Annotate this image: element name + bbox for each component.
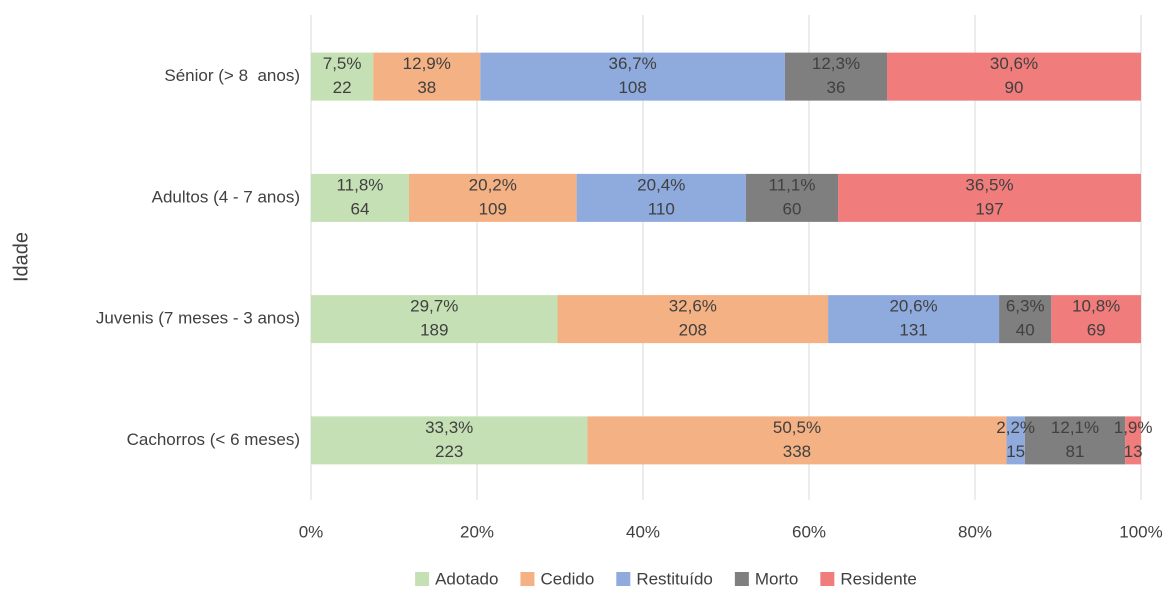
bar-segment [784,52,888,101]
data-label: 12,1% [1051,418,1099,437]
bar-segment [887,52,1141,101]
y-axis-label: Idade [10,232,32,282]
x-tick-label: 20% [460,522,494,541]
legend-swatch [415,572,430,586]
count-label: 108 [618,78,646,97]
count-label: 208 [679,321,707,340]
legend-swatch [616,572,631,586]
legend-label: Morto [755,569,798,588]
data-label: 6,3% [1006,297,1045,316]
legend-label: Cedido [540,569,594,588]
data-label: 20,6% [889,297,937,316]
count-label: 81 [1066,442,1085,461]
legend-label: Adotado [435,569,498,588]
bar-segment [1125,416,1141,465]
count-label: 90 [1005,78,1024,97]
count-label: 64 [351,199,370,218]
count-label: 131 [899,321,927,340]
count-label: 69 [1087,321,1106,340]
bar-segment [408,173,577,222]
bar-segment [828,295,1000,344]
bar-segment [373,52,481,101]
data-label: 32,6% [669,297,717,316]
legend-swatch [734,572,749,586]
data-label: 7,5% [323,54,362,73]
data-label: 33,3% [425,418,473,437]
bar-segment [838,173,1141,222]
y-tick-label: Juvenis (7 meses - 3 anos) [96,309,300,328]
bar-segment [311,295,558,344]
bar-segment [999,295,1052,344]
bar-segment [1051,295,1141,344]
legend-swatch [820,572,835,586]
count-label: 38 [417,78,436,97]
bar-segment [557,295,829,344]
count-label: 22 [333,78,352,97]
bar-segment [745,173,839,222]
y-tick-label: Cachorros (< 6 meses) [127,430,300,449]
count-label: 223 [435,442,463,461]
data-label: 2,2% [996,418,1035,437]
x-tick-label: 80% [958,522,992,541]
bar-segment [1006,416,1025,465]
data-label: 29,7% [410,297,458,316]
data-label: 1,9% [1114,418,1153,437]
count-label: 110 [648,199,675,218]
data-label: 12,9% [403,54,451,73]
x-tick-label: 0% [299,522,324,541]
x-tick-label: 100% [1119,522,1162,541]
count-label: 338 [783,442,811,461]
count-label: 109 [479,199,507,218]
bar-segment [587,416,1007,465]
bar-segment [1024,416,1126,465]
data-label: 36,7% [609,54,657,73]
count-label: 189 [420,321,448,340]
bar-segment [480,52,785,101]
y-tick-label: Adultos (4 - 7 anos) [152,187,300,206]
bar-segment [311,52,374,101]
data-label: 36,5% [965,175,1013,194]
data-label: 20,2% [469,175,517,194]
bar-segment [311,173,409,222]
data-label: 11,8% [336,175,383,194]
legend-label: Restituído [636,569,713,588]
x-tick-label: 60% [792,522,826,541]
count-label: 197 [975,199,1003,218]
data-label: 11,1% [769,175,816,194]
data-label: 30,6% [990,54,1038,73]
y-tick-label: Sénior (> 8 anos) [164,66,300,85]
legend-label: Residente [840,569,917,588]
x-tick-label: 40% [626,522,660,541]
bar-segment [576,173,746,222]
count-label: 40 [1016,321,1035,340]
data-label: 50,5% [773,418,821,437]
count-label: 15 [1006,442,1025,461]
data-label: 20,4% [637,175,685,194]
count-label: 13 [1124,442,1143,461]
count-label: 36 [827,78,846,97]
bar-segment [311,416,588,465]
count-label: 60 [783,199,802,218]
legend-swatch [520,572,535,586]
data-label: 10,8% [1072,297,1120,316]
data-label: 12,3% [812,54,860,73]
